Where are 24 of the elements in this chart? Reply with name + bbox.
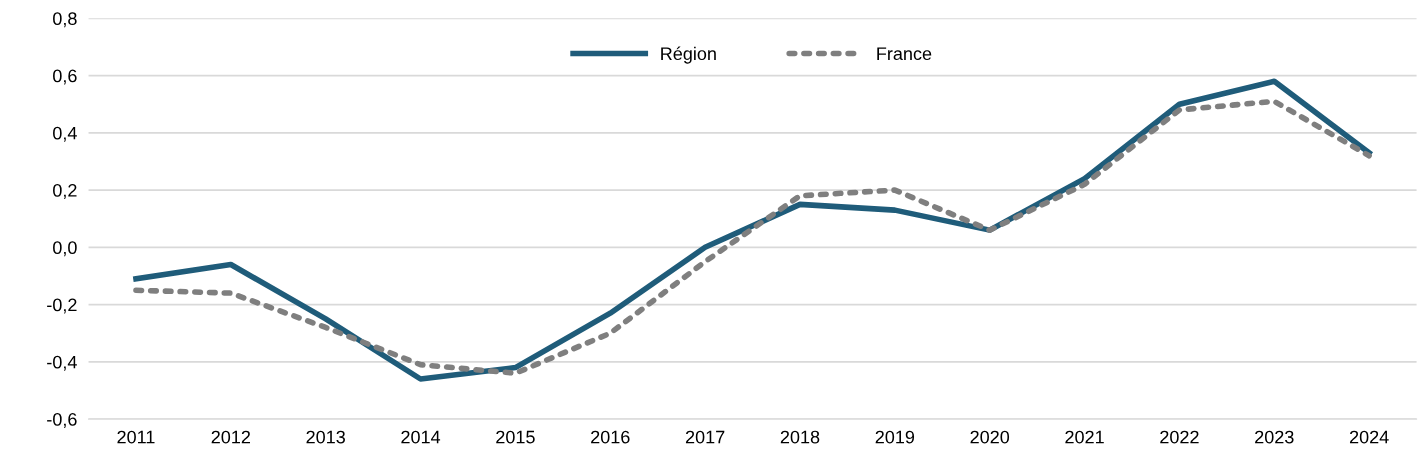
y-tick-label: -0,2 — [47, 298, 77, 314]
x-tick-label: 2015 — [496, 430, 535, 444]
x-tick-label: 2019 — [875, 430, 915, 444]
x-tick-label: 2018 — [780, 430, 820, 444]
x-tick-label: 2023 — [1255, 430, 1294, 444]
x-tick-label: 2016 — [591, 430, 630, 444]
x-tick-label: 2013 — [306, 430, 345, 444]
y-tick-label: 0,2 — [53, 184, 77, 199]
x-tick-label: 2022 — [1160, 430, 1199, 444]
x-tick-label: 2021 — [1065, 430, 1104, 444]
x-tick-label: 2011 — [117, 430, 155, 444]
x-tick-label: 2014 — [401, 430, 441, 444]
y-tick-label: -0,4 — [47, 355, 77, 371]
y-tick-label: 0,8 — [53, 12, 77, 28]
legend-label: France — [877, 47, 932, 61]
x-tick-label: 2017 — [685, 430, 725, 444]
y-tick-label: 0,6 — [53, 69, 77, 85]
x-tick-label: 2012 — [211, 430, 250, 444]
y-tick-label: 0,4 — [53, 126, 77, 142]
x-tick-label: 2020 — [970, 430, 1010, 444]
y-tick-label: 0,0 — [53, 241, 77, 257]
y-tick-label: -0,6 — [47, 413, 77, 428]
legend-label: Région — [661, 46, 716, 64]
x-tick-label: 2024 — [1349, 430, 1389, 444]
